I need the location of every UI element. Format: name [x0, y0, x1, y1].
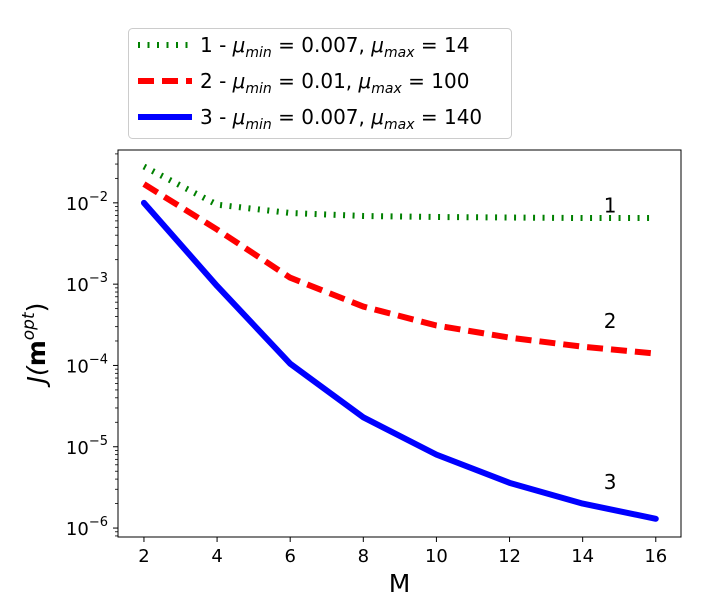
series-2-line [142, 181, 657, 357]
series-1-line [142, 163, 656, 222]
y-axis: 10−2 10−3 10−4 10−5 10−6 [66, 153, 118, 540]
y-axis-label: J(mopt) [19, 303, 51, 389]
y-tick-label: 10−5 [66, 434, 108, 459]
x-tick-label: 2 [138, 546, 149, 567]
x-tick-label: 14 [571, 546, 594, 567]
legend: 1 - μmin = 0.007, μmax = 14 2 - μmin = 0.… [128, 28, 512, 139]
series-3-line [140, 199, 659, 522]
y-tick-label: 10−6 [66, 515, 108, 540]
y-tick-label: 10−2 [66, 190, 108, 215]
plot-marks: 1 2 3 [140, 163, 659, 522]
x-tick-label: 6 [284, 546, 295, 567]
x-tick-label: 12 [498, 546, 521, 567]
x-tick-label: 8 [358, 546, 369, 567]
legend-label-2: 2 - μmin = 0.01, μmax = 100 [200, 69, 469, 97]
legend-label-1: 1 - μmin = 0.007, μmax = 14 [200, 33, 469, 61]
x-axis-label: M [389, 569, 411, 598]
axes-frame [117, 149, 682, 538]
x-tick-label: 16 [644, 546, 667, 567]
annotation-1: 1 [604, 193, 617, 217]
x-axis: 2 4 6 8 10 12 14 16 [138, 537, 667, 567]
legend-label-3: 3 - μmin = 0.007, μmax = 140 [200, 105, 482, 133]
x-tick-label: 10 [425, 546, 448, 567]
y-tick-label: 10−4 [66, 352, 108, 377]
annotation-2: 2 [604, 309, 617, 333]
legend-box [128, 28, 512, 139]
annotation-3: 3 [604, 470, 617, 494]
y-tick-label: 10−3 [66, 271, 108, 296]
x-tick-label: 4 [211, 546, 222, 567]
